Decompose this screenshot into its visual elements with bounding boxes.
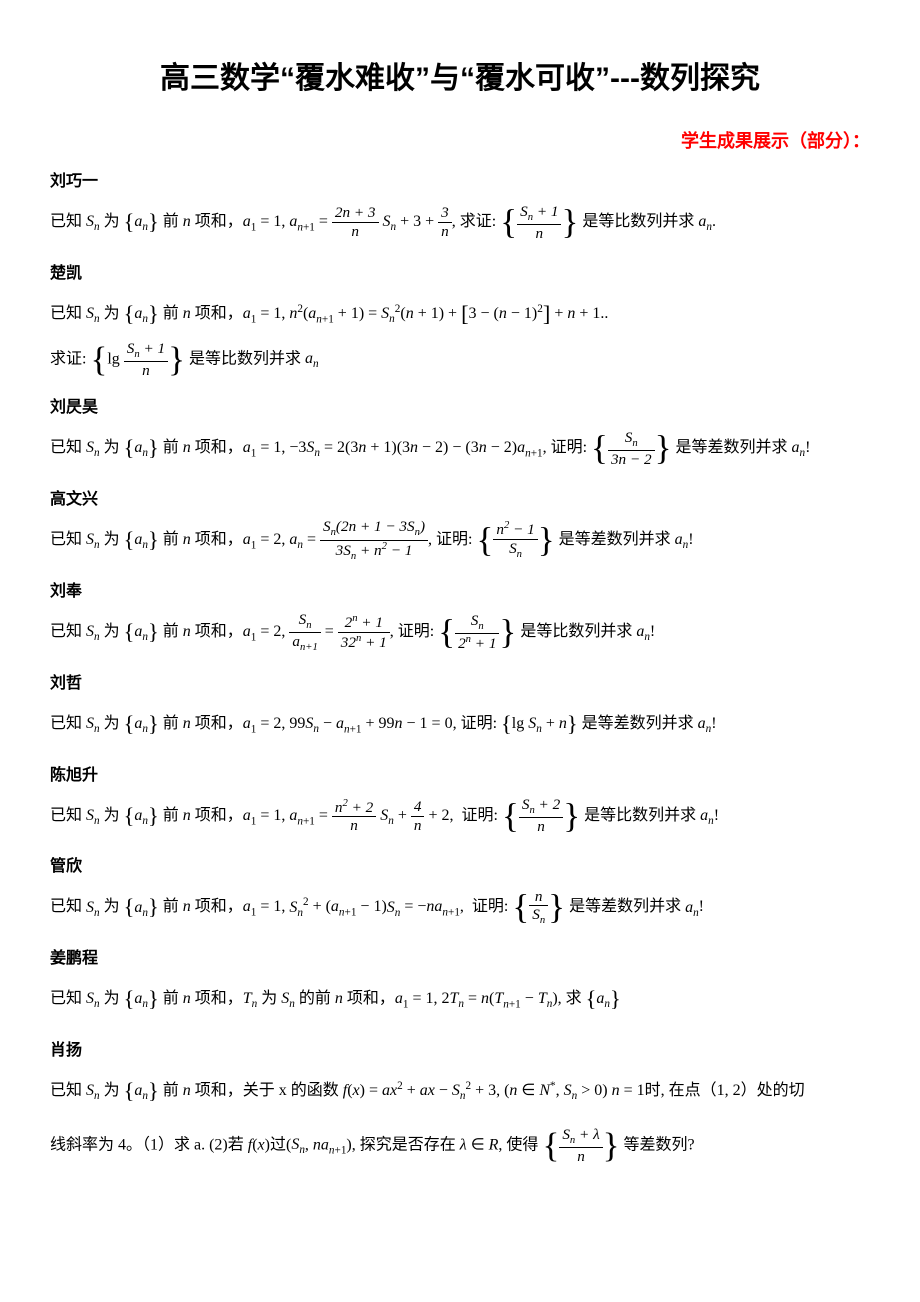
author-10: 肖扬	[50, 1036, 870, 1060]
author-8: 管欣	[50, 852, 870, 876]
author-6: 刘哲	[50, 669, 870, 693]
author-7: 陈旭升	[50, 761, 870, 785]
problem-4: 已知 Sn 为 {an} 前 n 项和，a1 = 2, an = Sn(2n +…	[50, 518, 870, 563]
problem-1: 已知 Sn 为 {an} 前 n 项和，a1 = 1, an+1 = 2n + …	[50, 200, 870, 245]
problem-6: 已知 Sn 为 {an} 前 n 项和，a1 = 2, 99Sn − an+1 …	[50, 702, 870, 747]
page-title: 高三数学“覆水难收”与“覆水可收”---数列探究	[50, 50, 870, 107]
problem-5: 已知 Sn 为 {an} 前 n 项和，a1 = 2, Snan+1 = 2n …	[50, 610, 870, 655]
author-5: 刘奉	[50, 577, 870, 601]
problem-3: 已知 Sn 为 {an} 前 n 项和，a1 = 1, −3Sn = 2(3n …	[50, 426, 870, 471]
author-2: 楚凯	[50, 259, 870, 283]
author-9: 姜鹏程	[50, 944, 870, 968]
author-3: 刘昃昊	[50, 393, 870, 417]
problem-7: 已知 Sn 为 {an} 前 n 项和，a1 = 1, an+1 = n2 + …	[50, 794, 870, 839]
author-1: 刘巧一	[50, 167, 870, 191]
author-4: 高文兴	[50, 485, 870, 509]
problem-9: 已知 Sn 为 {an} 前 n 项和，Tn 为 Sn 的前 n 项和，a1 =…	[50, 977, 870, 1022]
problem-2b: 求证: {lg Sn + 1n} 是等比数列并求 an	[50, 340, 870, 380]
problem-2: 已知 Sn 为 {an} 前 n 项和，a1 = 1, n2(an+1 + 1)…	[50, 292, 870, 337]
problem-8: 已知 Sn 为 {an} 前 n 项和，a1 = 1, Sn2 + (an+1 …	[50, 885, 870, 930]
subtitle: 学生成果展示（部分）：	[50, 127, 870, 153]
problem-10b: 线斜率为 4。（1）求 a. (2)若 f(x)过(Sn, nan+1), 探究…	[50, 1126, 870, 1166]
problem-10a: 已知 Sn 为 {an} 前 n 项和，关于 x 的函数 f(x) = ax2 …	[50, 1069, 870, 1114]
